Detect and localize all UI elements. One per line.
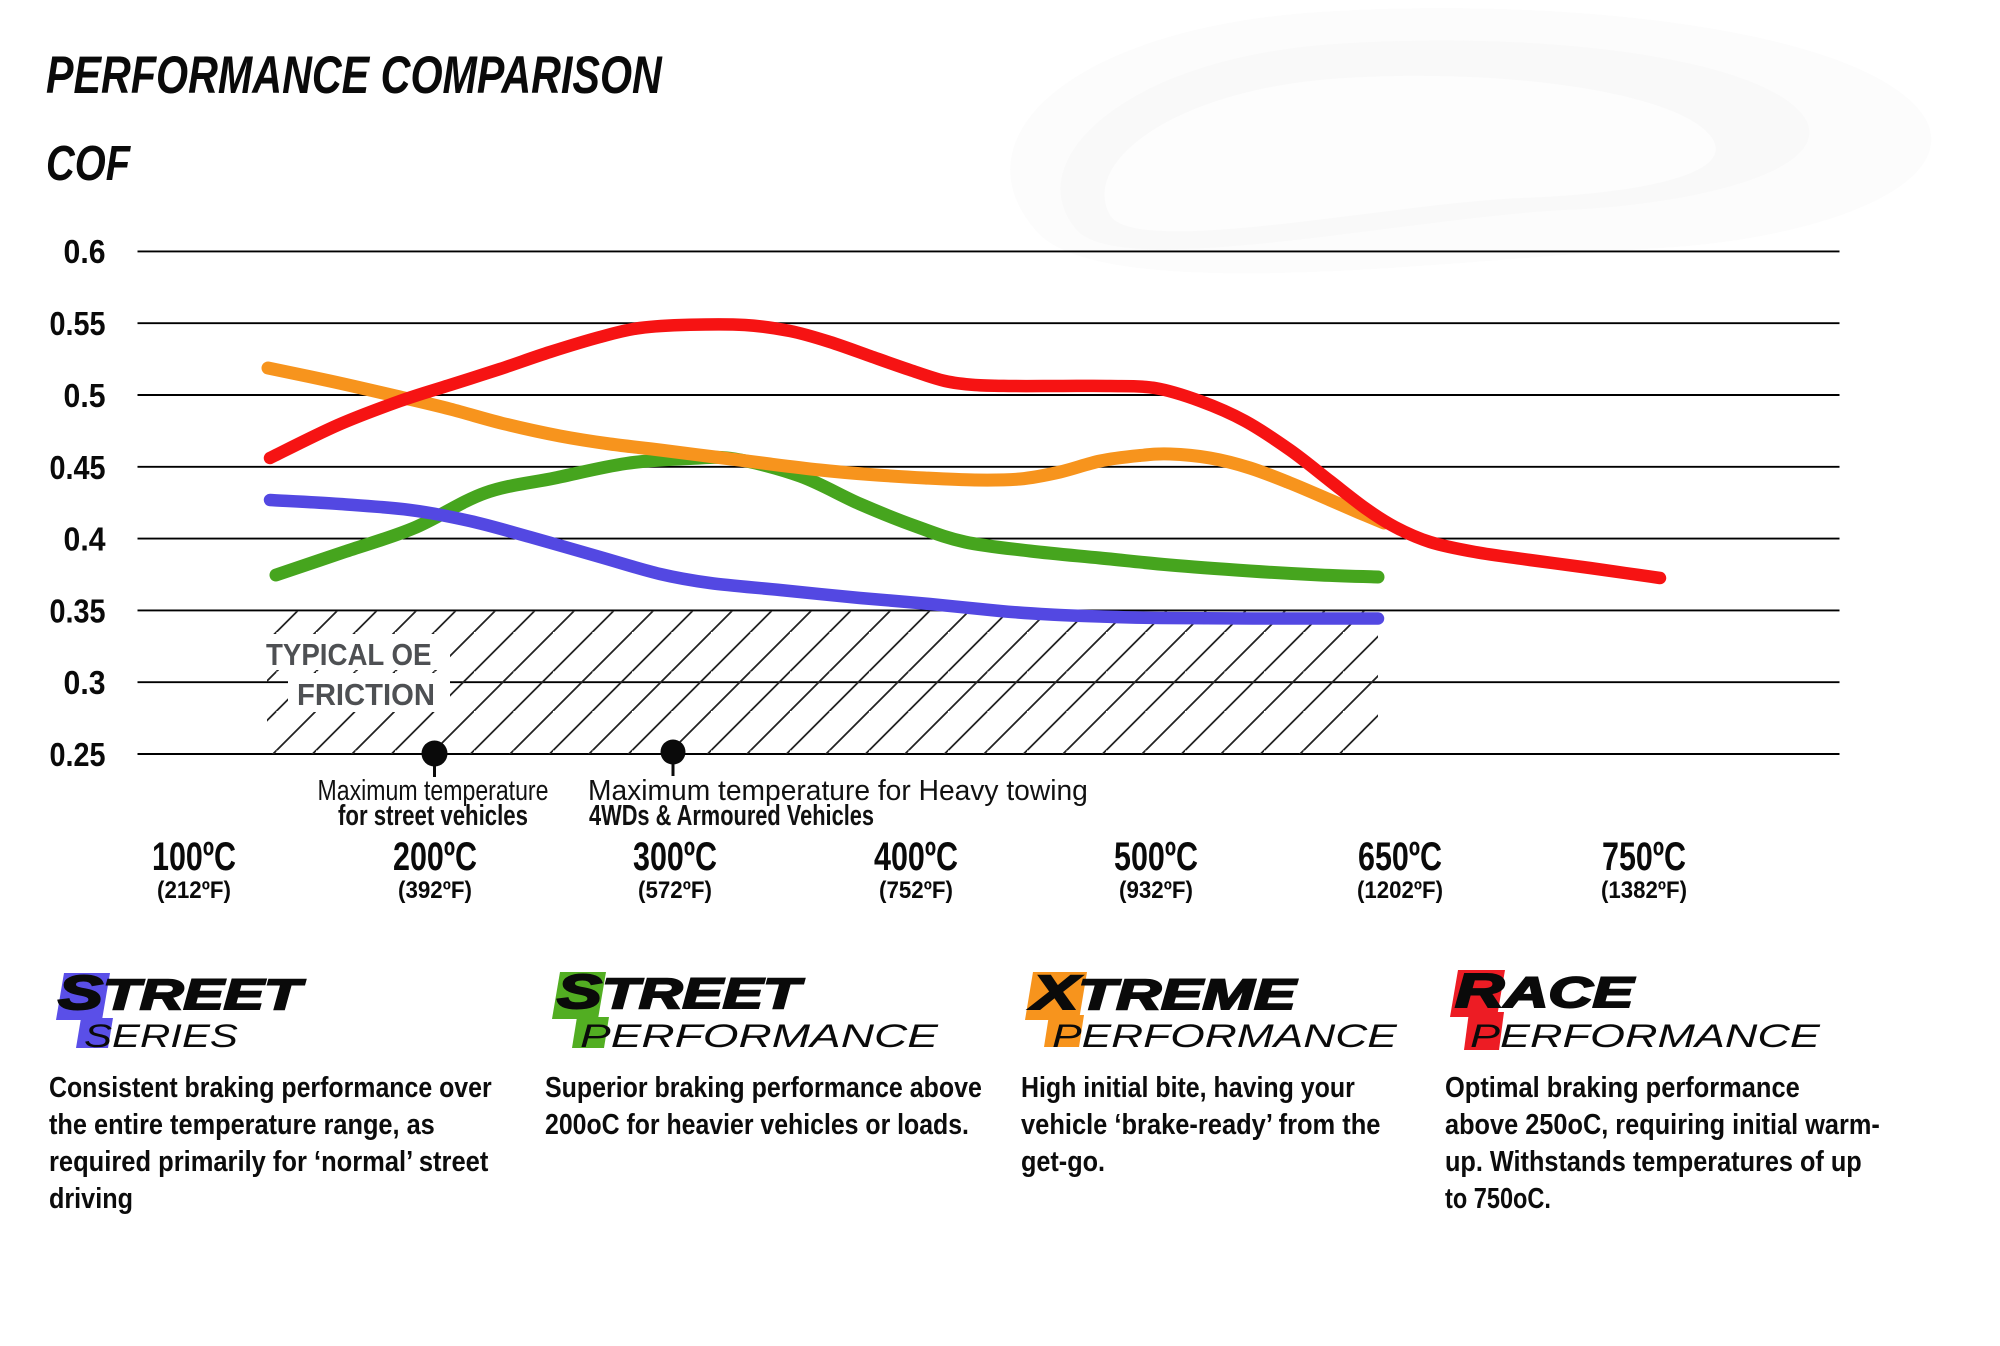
svg-text:PERFORMANCE: PERFORMANCE (580, 1019, 939, 1055)
svg-text:to 750oC.: to 750oC. (1445, 1182, 1551, 1215)
svg-text:0.3: 0.3 (64, 664, 106, 702)
svg-text:get-go.: get-go. (1021, 1144, 1105, 1177)
svg-text:500ºC: 500ºC (1114, 834, 1198, 879)
svg-text:STREET: STREET (58, 966, 305, 1019)
svg-text:(392ºF): (392ºF) (398, 876, 472, 903)
svg-text:High initial bite, having your: High initial bite, having your (1021, 1071, 1355, 1103)
svg-text:RACE: RACE (1455, 964, 1635, 1018)
svg-text:Consistent braking performance: Consistent braking performance over (49, 1071, 492, 1103)
svg-text:Superior braking performance a: Superior braking performance above (545, 1071, 982, 1103)
svg-text:(212ºF): (212ºF) (157, 876, 231, 903)
svg-text:driving: driving (49, 1181, 133, 1214)
svg-text:(932ºF): (932ºF) (1119, 876, 1193, 903)
svg-text:0.5: 0.5 (64, 377, 106, 415)
svg-text:300ºC: 300ºC (633, 834, 717, 879)
svg-text:PERFORMANCE: PERFORMANCE (1470, 1019, 1821, 1054)
svg-text:(1202ºF): (1202ºF) (1357, 876, 1443, 903)
svg-text:FRICTION: FRICTION (297, 678, 435, 712)
svg-text:above 250oC, requiring initial: above 250oC, requiring initial warm- (1445, 1107, 1880, 1140)
svg-text:vehicle ‘brake-ready’ from the: vehicle ‘brake-ready’ from the (1021, 1107, 1380, 1140)
svg-text:COF: COF (46, 137, 132, 191)
svg-text:0.45: 0.45 (49, 449, 105, 486)
svg-text:0.35: 0.35 (49, 593, 105, 630)
svg-text:(752ºF): (752ºF) (879, 876, 953, 903)
svg-text:the entire temperature range,: the entire temperature range, as (49, 1107, 435, 1140)
svg-text:4WDs & Armoured Vehicles: 4WDs & Armoured Vehicles (589, 800, 874, 832)
svg-text:required primarily for ‘normal: required primarily for ‘normal’ street (49, 1144, 488, 1177)
svg-text:PERFORMANCE COMPARISON: PERFORMANCE COMPARISON (46, 46, 663, 105)
svg-text:for street vehicles: for street vehicles (338, 800, 528, 831)
svg-text:(1382ºF): (1382ºF) (1601, 876, 1687, 903)
svg-text:0.4: 0.4 (64, 520, 106, 558)
svg-text:STREET: STREET (557, 965, 804, 1018)
svg-text:PERFORMANCE: PERFORMANCE (1052, 1019, 1398, 1055)
svg-text:XTREME: XTREME (1029, 966, 1298, 1020)
svg-text:200ºC: 200ºC (393, 834, 477, 879)
svg-text:(572ºF): (572ºF) (638, 876, 712, 903)
svg-text:750ºC: 750ºC (1602, 834, 1686, 879)
svg-text:200oC for heavier vehicles or: 200oC for heavier vehicles or loads. (545, 1108, 969, 1140)
svg-text:up. Withstands temperatures of: up. Withstands temperatures of up (1445, 1144, 1862, 1177)
svg-text:SERIES: SERIES (84, 1018, 238, 1054)
svg-text:Maximum temperature for Heavy: Maximum temperature for Heavy towing (588, 775, 1088, 807)
svg-text:0.25: 0.25 (49, 736, 105, 773)
svg-text:100ºC: 100ºC (152, 834, 236, 879)
svg-text:650ºC: 650ºC (1358, 834, 1442, 879)
svg-text:TYPICAL OE: TYPICAL OE (266, 638, 431, 673)
svg-text:0.55: 0.55 (49, 305, 105, 342)
svg-text:400ºC: 400ºC (874, 834, 958, 879)
svg-text:0.6: 0.6 (64, 233, 106, 271)
svg-text:Maximum temperature: Maximum temperature (318, 773, 549, 806)
svg-text:Optimal braking performance: Optimal braking performance (1445, 1070, 1800, 1103)
